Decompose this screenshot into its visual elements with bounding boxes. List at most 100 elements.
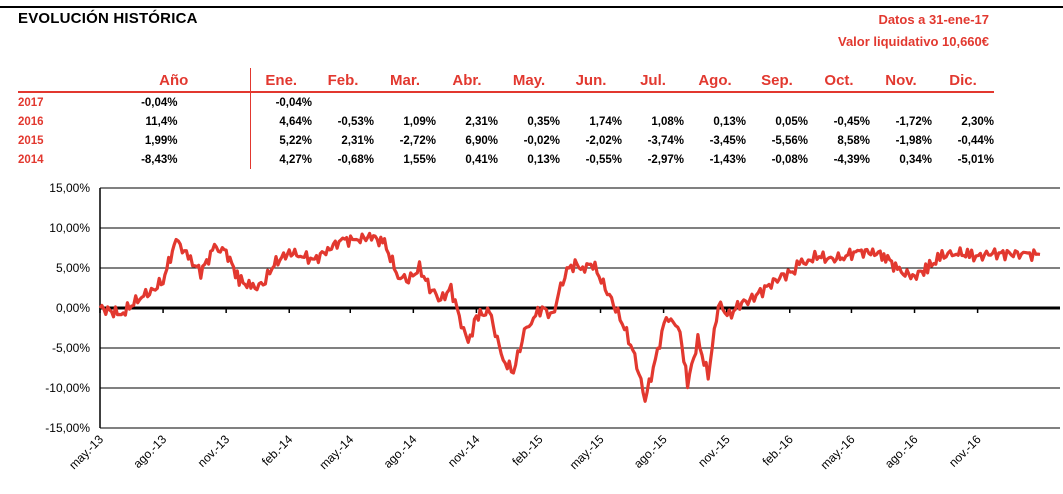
- y-tick-label: -10,00%: [45, 381, 90, 395]
- table-row: 2017 -0,04% -0,04%: [18, 92, 994, 112]
- row-month-return: 2,30%: [961, 115, 994, 128]
- row-month-return: 0,34%: [899, 153, 932, 166]
- row-month-return: -0,02%: [523, 134, 560, 147]
- row-month-return: [436, 92, 498, 112]
- x-tick-label: may.-13: [66, 432, 106, 472]
- y-tick-label: 15,00%: [49, 181, 90, 195]
- row-annual-return: -8,43%: [98, 150, 251, 169]
- x-tick-label: ago.-14: [381, 432, 420, 471]
- row-month-return: -2,72%: [399, 134, 436, 147]
- col-header-month: Sep.: [746, 68, 808, 93]
- col-header-month: Jun.: [560, 68, 622, 93]
- row-month-return: -2,02%: [585, 134, 622, 147]
- row-month-return: [560, 92, 622, 112]
- row-month-return: [932, 92, 994, 112]
- y-tick-label: -5,00%: [52, 341, 90, 355]
- row-month-return: -0,53%: [337, 115, 374, 128]
- x-tick-label: ago.-16: [882, 432, 921, 471]
- row-month-return: 6,90%: [465, 134, 498, 147]
- row-annual-return: 11,4%: [98, 112, 251, 131]
- row-month-return: -3,45%: [709, 134, 746, 147]
- row-month-return: -1,72%: [895, 115, 932, 128]
- x-tick-label: feb.-16: [760, 432, 797, 469]
- nav-value: Valor liquidativo 10,660€: [837, 34, 989, 49]
- row-month-return: 5,22%: [279, 134, 312, 147]
- row-month-return: 4,27%: [279, 153, 312, 166]
- row-month-return: 0,35%: [527, 115, 560, 128]
- x-tick-label: nov.-14: [445, 432, 483, 470]
- row-month-return: -1,98%: [895, 134, 932, 147]
- x-tick-label: nov.-13: [195, 432, 233, 470]
- x-tick-label: may.-15: [567, 432, 607, 472]
- row-month-return: -5,01%: [957, 153, 994, 166]
- row-month-return: -4,39%: [833, 153, 870, 166]
- col-header-month: Abr.: [436, 68, 498, 93]
- row-month-return: 4,64%: [279, 115, 312, 128]
- y-tick-label: 10,00%: [49, 221, 90, 235]
- col-header-month: Dic.: [932, 68, 994, 93]
- col-header-month: Oct.: [808, 68, 870, 93]
- x-tick-label: ago.-15: [631, 432, 670, 471]
- x-tick-label: may.-16: [818, 432, 858, 472]
- x-tick-label: may.-14: [316, 432, 356, 472]
- row-month-return: -1,43%: [709, 153, 746, 166]
- header-rule: [0, 6, 1063, 8]
- x-tick-label: feb.-15: [509, 432, 546, 469]
- col-header-month: Ago.: [684, 68, 746, 93]
- row-month-return: 8,58%: [837, 134, 870, 147]
- y-tick-label: -15,00%: [45, 421, 90, 435]
- row-month-return: -0,44%: [957, 134, 994, 147]
- row-month-return: -0,08%: [771, 153, 808, 166]
- row-month-return: 2,31%: [465, 115, 498, 128]
- x-tick-label: nov.-15: [695, 432, 733, 470]
- x-tick-label: nov.-16: [946, 432, 984, 470]
- col-header-year: Año: [98, 68, 251, 93]
- row-year: 2014: [18, 153, 44, 166]
- row-month-return: -0,68%: [337, 153, 374, 166]
- row-year: 2017: [18, 96, 44, 109]
- row-year: 2015: [18, 134, 44, 147]
- performance-chart: 15,00% 10,00% 5,00% 0,00% -5,00% -10,00% -15,0…: [45, 181, 1060, 472]
- table-row: 2015 1,99% 5,22% 2,31% -2,72% 6,90% -0,02% -2,0…: [18, 131, 994, 150]
- row-month-return: -2,97%: [647, 153, 684, 166]
- row-month-return: -0,45%: [833, 115, 870, 128]
- row-month-return: 1,74%: [589, 115, 622, 128]
- row-month-return: 0,13%: [527, 153, 560, 166]
- row-month-return: 1,09%: [403, 115, 436, 128]
- header-spacer: [18, 68, 98, 93]
- table-row: 2014 -8,43% 4,27% -0,68% 1,55% 0,41% 0,13% -0,5…: [18, 150, 994, 169]
- x-tick-label: ago.-13: [131, 432, 170, 471]
- col-header-month: Mar.: [374, 68, 436, 93]
- y-tick-label: 0,00%: [56, 301, 90, 315]
- row-month-return: 1,55%: [403, 153, 436, 166]
- row-month-return: [746, 92, 808, 112]
- table-header-row: Año Ene. Feb. Mar. Abr. May. Jun. Jul. A…: [18, 68, 994, 93]
- row-annual-return: -0,04%: [98, 92, 251, 112]
- row-month-return: 0,41%: [465, 153, 498, 166]
- row-month-return: -0,55%: [585, 153, 622, 166]
- row-month-return: [684, 92, 746, 112]
- table-row: 2016 11,4% 4,64% -0,53% 1,09% 2,31% 0,35% 1,74%…: [18, 112, 994, 131]
- row-annual-return: 1,99%: [98, 131, 251, 150]
- row-month-return: -0,04%: [275, 96, 312, 109]
- col-header-month: Jul.: [622, 68, 684, 93]
- row-month-return: 2,31%: [341, 134, 374, 147]
- page-title: EVOLUCIÓN HISTÓRICA: [18, 10, 198, 27]
- row-month-return: 1,08%: [651, 115, 684, 128]
- returns-table: Año Ene. Feb. Mar. Abr. May. Jun. Jul. A…: [18, 68, 994, 169]
- col-header-month: May.: [498, 68, 560, 93]
- performance-line: [98, 231, 1041, 403]
- row-month-return: [374, 92, 436, 112]
- col-header-month: Nov.: [870, 68, 932, 93]
- row-month-return: [498, 92, 560, 112]
- x-tick-label: feb.-14: [259, 432, 296, 469]
- col-header-month: Feb.: [312, 68, 374, 93]
- row-month-return: [312, 92, 374, 112]
- row-month-return: [808, 92, 870, 112]
- row-month-return: -3,74%: [647, 134, 684, 147]
- row-month-return: -5,56%: [771, 134, 808, 147]
- row-month-return: [870, 92, 932, 112]
- row-year: 2016: [18, 115, 44, 128]
- row-month-return: 0,13%: [713, 115, 746, 128]
- col-header-month: Ene.: [250, 68, 312, 93]
